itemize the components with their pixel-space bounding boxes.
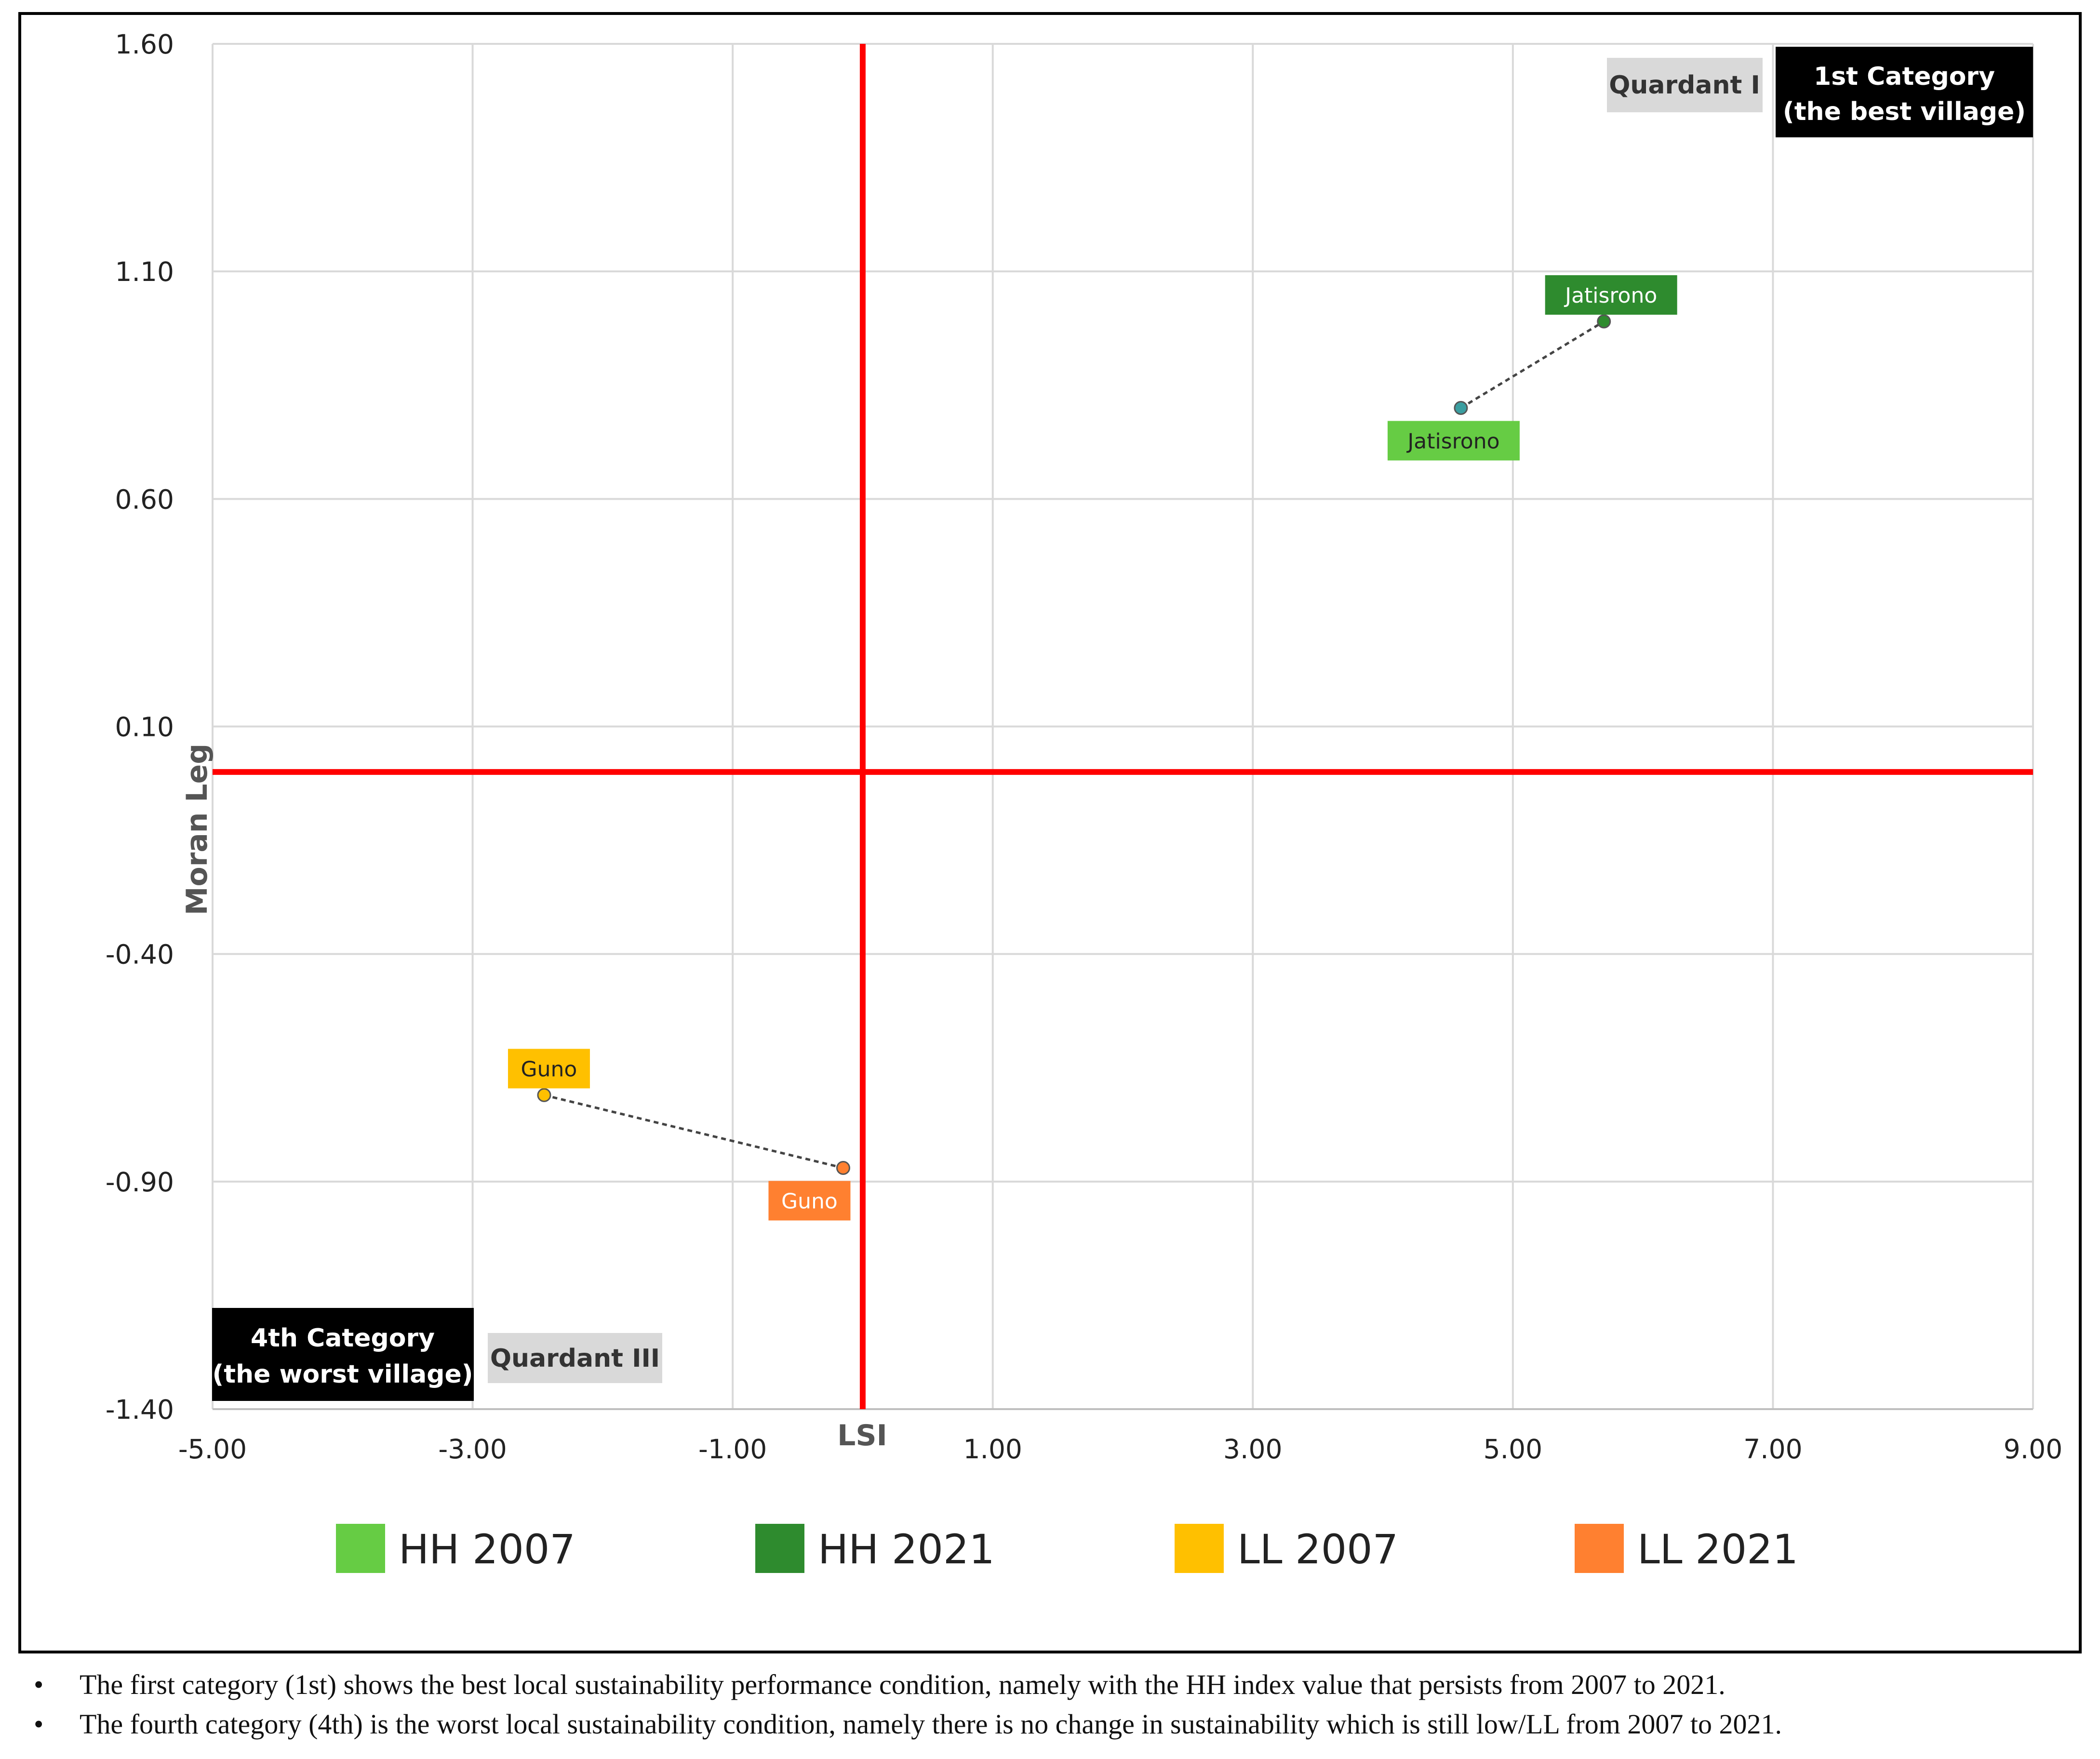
- quadrant-1-label: Quardant I: [1609, 71, 1760, 100]
- note-text: The fourth category (4th) is the worst l…: [80, 1708, 1782, 1740]
- x-tick-label: 5.00: [1484, 1434, 1542, 1465]
- connector-line: [544, 1093, 844, 1169]
- category-1-label-line1: 1st Category: [1814, 62, 1995, 91]
- category-1-box: 1st Category (the best village): [1776, 47, 2033, 137]
- legend-swatch: [336, 1524, 385, 1573]
- legend-label: HH 2007: [399, 1526, 575, 1573]
- x-tick-label: 3.00: [1223, 1434, 1282, 1465]
- legend-label: LL 2021: [1637, 1526, 1798, 1573]
- x-tick-label: -5.00: [178, 1434, 247, 1465]
- point-label-text: Jatisrono: [1564, 283, 1657, 308]
- point-label: Jatisrono: [1545, 275, 1677, 315]
- note-item: • The first category (1st) shows the best…: [34, 1665, 2058, 1705]
- data-point: [537, 1088, 551, 1102]
- point-label-background: [1387, 421, 1520, 461]
- category-4-box: 4th Category (the worst village): [212, 1308, 474, 1401]
- connector-line: [1460, 320, 1605, 409]
- point-label-background: [1545, 275, 1677, 315]
- category-1-label-line2: (the best village): [1783, 97, 2026, 126]
- x-tick-label: 9.00: [2004, 1434, 2062, 1465]
- legend: HH 2007 HH 2021 LL 2007 LL 2021: [336, 1524, 1798, 1573]
- legend-swatch: [755, 1524, 804, 1573]
- legend-swatch: [1575, 1524, 1624, 1573]
- grid: [212, 43, 2034, 1410]
- point-label: Jatisrono: [1387, 421, 1520, 461]
- legend-label: LL 2007: [1237, 1526, 1398, 1573]
- point-label: Guno: [508, 1049, 590, 1089]
- x-tick-label: -3.00: [438, 1434, 507, 1465]
- figure-notes: • The first category (1st) shows the best…: [34, 1665, 2058, 1744]
- note-item: • The fourth category (4th) is the worst …: [34, 1705, 2058, 1744]
- y-tick-label: 0.60: [115, 484, 174, 515]
- y-tick-label: 0.10: [115, 712, 174, 743]
- connectors: [544, 320, 1605, 1169]
- quadrant-3-box: Quardant III: [488, 1333, 662, 1383]
- y-tick-label: -0.40: [106, 939, 174, 970]
- bullet-icon: •: [34, 1669, 44, 1700]
- quadrant-1-box: Quardant I: [1607, 58, 1763, 112]
- y-tick-label: -0.90: [106, 1167, 174, 1198]
- quadrant-lines: [213, 44, 2033, 1409]
- data-point: [836, 1161, 850, 1175]
- point-label-text: Jatisrono: [1406, 429, 1499, 453]
- point-label-text: Guno: [521, 1057, 577, 1081]
- legend-item: HH 2007: [336, 1524, 575, 1573]
- legend-label: HH 2021: [818, 1526, 995, 1573]
- quadrant-3-label: Quardant III: [490, 1344, 660, 1373]
- legend-swatch: [1175, 1524, 1224, 1573]
- data-point: [1454, 400, 1468, 415]
- category-4-label-line2: (the worst village): [212, 1360, 473, 1389]
- y-tick-label: -1.40: [106, 1394, 174, 1425]
- x-tick-label: -1.00: [698, 1434, 767, 1465]
- y-tick-label: 1.60: [115, 29, 174, 60]
- note-text: The first category (1st) shows the best …: [80, 1669, 1725, 1700]
- point-label: Guno: [768, 1181, 851, 1221]
- x-tick-label: 7.00: [1743, 1434, 1802, 1465]
- point-label-background: [768, 1181, 851, 1221]
- category-4-label-line1: 4th Category: [251, 1324, 435, 1353]
- y-axis-title: Moran Leg: [180, 744, 214, 915]
- figure-frame: -5.00 -3.00 -1.00 1.00 3.00 5.00 7.00 9.00 1.60…: [18, 12, 2082, 1653]
- bullet-icon: •: [34, 1708, 44, 1740]
- point-labels: Jatisrono Jatisrono Guno Guno: [508, 275, 1677, 1221]
- point-label-background: [508, 1049, 590, 1089]
- x-tick-labels: -5.00 -3.00 -1.00 1.00 3.00 5.00 7.00 9.00: [178, 1434, 2062, 1465]
- legend-item: HH 2021: [755, 1524, 995, 1573]
- y-tick-labels: 1.60 1.10 0.60 0.10 -0.40 -0.90 -1.40: [106, 29, 174, 1425]
- y-tick-label: 1.10: [115, 256, 174, 287]
- data-points: [537, 314, 1611, 1175]
- x-axis-title: LSI: [837, 1419, 887, 1453]
- legend-item: LL 2007: [1175, 1524, 1398, 1573]
- legend-item: LL 2021: [1575, 1524, 1798, 1573]
- x-tick-label: 1.00: [963, 1434, 1022, 1465]
- data-point: [1597, 314, 1611, 329]
- point-label-text: Guno: [781, 1189, 838, 1214]
- scatter-chart: -5.00 -3.00 -1.00 1.00 3.00 5.00 7.00 9.00 1.60…: [106, 29, 2062, 1573]
